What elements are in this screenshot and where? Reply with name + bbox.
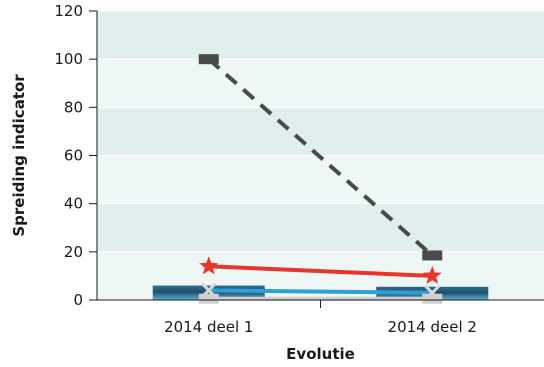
series-line <box>208 288 433 295</box>
plot-band <box>97 107 544 156</box>
y-tick-label: 40 <box>64 195 83 213</box>
square-marker <box>198 293 219 304</box>
line-series <box>207 57 434 301</box>
y-tick-label: 0 <box>73 291 83 309</box>
y-tick-label: 60 <box>64 147 83 165</box>
x-axis-title: Evolutie <box>286 345 355 363</box>
plot-band <box>97 11 544 60</box>
square-marker <box>422 293 443 304</box>
axes <box>89 10 544 308</box>
series-line <box>207 57 434 257</box>
y-tick-label: 120 <box>54 2 83 20</box>
square-marker <box>422 250 443 261</box>
star-marker <box>199 256 219 275</box>
x-tick-labels: 2014 deel 1 2014 deel 2 <box>164 318 477 336</box>
series-line <box>208 264 433 278</box>
square-marker <box>198 54 219 65</box>
y-axis-title: Spreiding indicator <box>10 74 28 237</box>
y-tick-label: 80 <box>64 98 83 116</box>
star-marker <box>422 265 442 284</box>
y-tick-labels: 0 20 40 60 80 100 120 <box>54 2 83 309</box>
plot-band <box>97 203 544 252</box>
x-tick-label: 2014 deel 2 <box>388 318 477 336</box>
series-markers <box>198 54 443 304</box>
plot-background <box>97 11 544 300</box>
x-tick-label: 2014 deel 1 <box>164 318 253 336</box>
plot-band <box>97 155 544 204</box>
plot-band <box>97 59 544 108</box>
y-tick-label: 100 <box>54 50 83 68</box>
y-tick-label: 20 <box>64 243 83 261</box>
